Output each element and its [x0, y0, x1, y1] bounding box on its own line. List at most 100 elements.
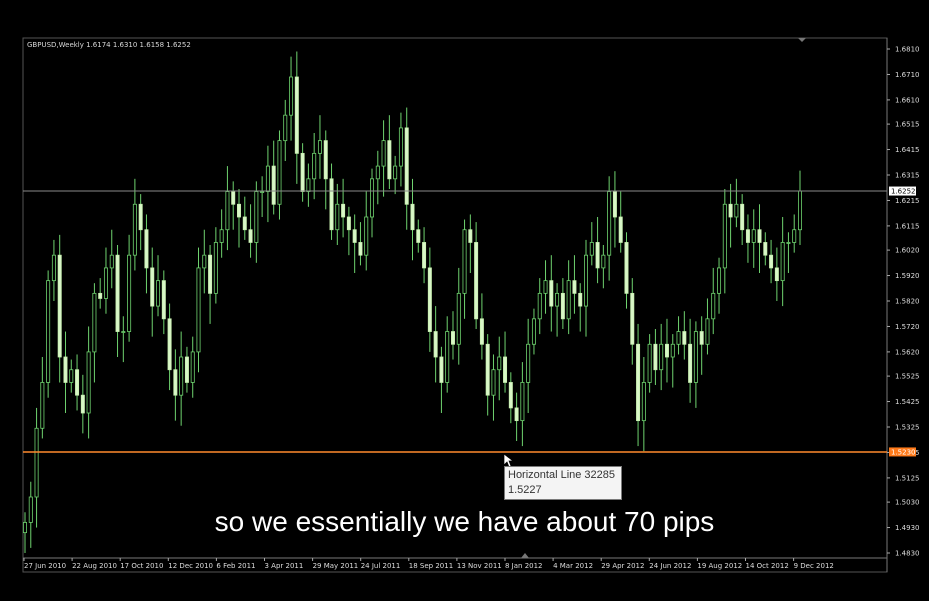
candle-bull [456, 292, 461, 345]
y-tick-label: 1.6610 [895, 96, 920, 104]
candle-bull [589, 242, 594, 256]
candle-bull [676, 331, 681, 345]
candle-bear [167, 318, 172, 371]
y-tick-label: 1.4830 [895, 550, 920, 558]
y-tick-label: 1.5030 [895, 499, 920, 507]
candle-bull [375, 165, 380, 180]
candle-bear [618, 216, 623, 243]
candle-bear [740, 203, 745, 231]
horizontal-line-price-label: 1.5230 [891, 448, 916, 456]
candle-bear [410, 203, 415, 231]
candle-bull [798, 190, 802, 231]
candlestick-series [23, 51, 802, 553]
candle-bear [450, 331, 455, 345]
y-tick-label: 1.5525 [895, 373, 920, 381]
x-tick-label: 22 Aug 2010 [72, 562, 117, 570]
candle-bear [474, 242, 479, 320]
candle-bull [46, 280, 51, 383]
candle-bear [572, 280, 577, 294]
candle-bear [636, 343, 641, 422]
candle-bear [485, 343, 490, 396]
candle-bear [422, 242, 427, 269]
candle-bull [537, 292, 542, 320]
candle-bull [445, 331, 450, 383]
candle-bear [468, 229, 473, 243]
candle-bear [624, 242, 629, 294]
candle-bear [757, 229, 762, 243]
candle-bull [109, 254, 114, 269]
x-tick-label: 24 Jun 2012 [649, 562, 691, 570]
candle-bear [578, 292, 583, 307]
candle-bear [237, 203, 241, 218]
candle-bear [242, 216, 247, 231]
chart-shift-marker [798, 38, 806, 42]
candle-bear [763, 242, 768, 256]
candle-bull [520, 382, 525, 422]
candle-bull [265, 165, 270, 192]
candle-bull [92, 292, 97, 353]
candle-bear [57, 254, 62, 358]
candle-bear [745, 229, 750, 243]
candle-bull [289, 76, 294, 116]
candle-bull [317, 140, 322, 154]
candle-bull [277, 140, 282, 205]
horizontal-line-price-box [889, 447, 916, 457]
candle-bull [364, 216, 369, 256]
candle-bear [341, 203, 346, 218]
candle-bear [387, 140, 392, 180]
candle-bear [728, 203, 733, 218]
candle-bull [34, 427, 39, 498]
x-tick-label: 8 Jan 2012 [505, 562, 543, 570]
candle-bull [103, 267, 108, 299]
candle-bear [161, 280, 166, 320]
x-tick-label: 9 Dec 2012 [794, 562, 834, 570]
candle-bear [300, 152, 305, 192]
candle-bull [705, 318, 710, 345]
candle-bull [213, 242, 218, 294]
y-tick-label: 1.5620 [895, 348, 920, 356]
candle-bull [219, 229, 224, 243]
candle-bear [612, 191, 617, 218]
x-tick-label: 19 Aug 2012 [697, 562, 742, 570]
candle-bear [184, 356, 189, 383]
candle-bull [190, 351, 195, 383]
y-tick-label: 1.5425 [895, 398, 920, 406]
candle-bear [682, 331, 687, 345]
candle-bear [248, 229, 253, 243]
candle-bear [63, 356, 68, 383]
candle-bull [260, 191, 265, 193]
candle-bear [231, 191, 236, 205]
x-tick-label: 13 Nov 2011 [457, 562, 502, 570]
candle-bear [346, 216, 351, 231]
y-tick-label: 1.6810 [895, 46, 920, 54]
current-price-box [889, 186, 916, 196]
candle-bear [503, 356, 508, 383]
candle-bull [28, 496, 33, 523]
candle-bear [294, 76, 299, 154]
candle-bull [462, 229, 467, 294]
candle-bear [439, 356, 444, 383]
candle-bull [370, 178, 375, 218]
candle-bull [127, 254, 132, 332]
y-tick-label: 1.5920 [895, 272, 920, 280]
candle-bear [433, 331, 438, 358]
x-axis-ticks: 27 Jun 2010 22 Aug 2010 17 Oct 2010 12 Dec … [23, 558, 834, 570]
horizontal-line-tooltip: Horizontal Line 32285 1.5227 [504, 466, 622, 500]
candle-bull [156, 280, 161, 307]
x-tick-label: 27 Jun 2010 [24, 562, 66, 570]
x-tick-label: 29 Apr 2012 [601, 562, 644, 570]
candle-bull [670, 343, 675, 358]
candle-bear [271, 165, 276, 205]
current-price-label: 1.6252 [891, 188, 916, 196]
candle-bull [734, 203, 739, 218]
candle-bear [98, 292, 103, 299]
candle-bear [75, 369, 80, 396]
candle-bear [774, 267, 779, 282]
candle-bull [786, 242, 791, 244]
candle-bull [555, 292, 560, 307]
candle-bull [225, 191, 230, 231]
candle-bull [792, 229, 797, 243]
candle-bull [306, 178, 311, 192]
candle-bull [526, 343, 531, 383]
